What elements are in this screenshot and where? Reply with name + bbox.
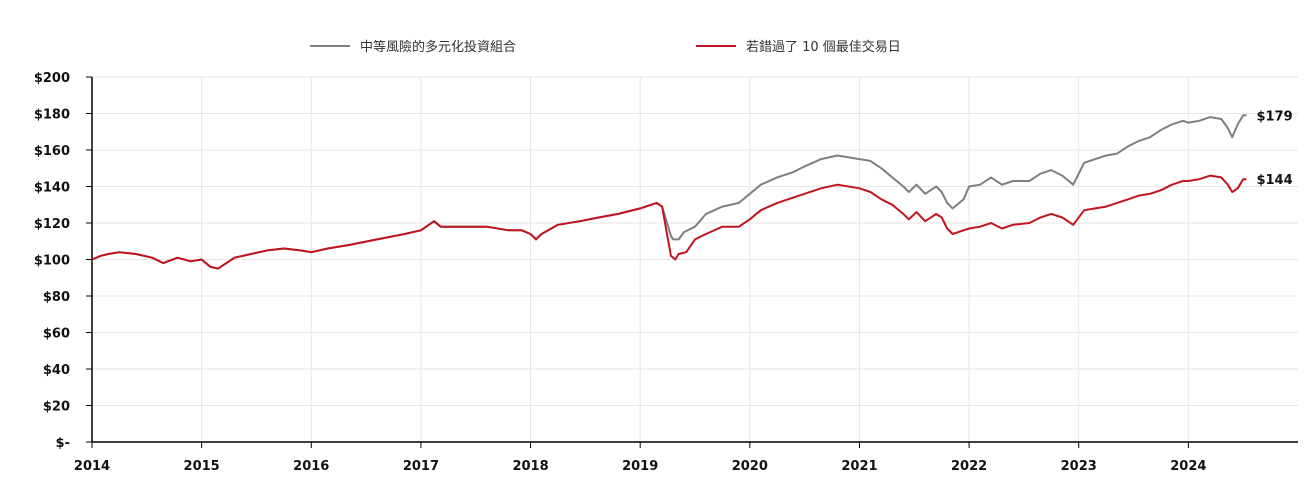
y-tick-label: $20 [43, 400, 70, 415]
x-tick-label: 2023 [1061, 459, 1097, 474]
legend-swatch-gray [310, 44, 350, 47]
y-tick-label: $160 [34, 144, 70, 159]
x-tick-label: 2019 [622, 459, 658, 474]
x-tick-label: 2017 [403, 459, 439, 474]
y-tick-label: $- [56, 436, 70, 451]
x-tick-label: 2024 [1170, 459, 1206, 474]
x-tick-label: 2015 [184, 459, 220, 474]
legend-item-diversified-portfolio: 中等風險的多元化投資組合 [310, 36, 516, 55]
x-tick-label: 2021 [841, 459, 877, 474]
y-tick-label: $80 [43, 290, 70, 305]
y-tick-label: $180 [34, 108, 70, 123]
y-tick-label: $60 [43, 327, 70, 342]
x-tick-label: 2018 [512, 459, 548, 474]
chart-legend: 中等風險的多元化投資組合 若錯過了 10 個最佳交易日 [0, 36, 1312, 58]
x-tick-label: 2014 [74, 459, 110, 474]
legend-label-missed-best-days: 若錯過了 10 個最佳交易日 [746, 40, 901, 55]
series-line-1 [91, 174, 1247, 270]
x-tick-label: 2022 [951, 459, 987, 474]
y-tick-label: $200 [34, 71, 70, 86]
y-tick-label: $100 [34, 254, 70, 269]
series-end-label-0: $179 [1256, 109, 1292, 124]
y-tick-label: $140 [34, 181, 70, 196]
series-end-label-1: $144 [1256, 173, 1292, 188]
y-tick-label: $40 [43, 363, 70, 378]
legend-item-missed-best-days: 若錯過了 10 個最佳交易日 [696, 36, 901, 55]
y-tick-label: $120 [34, 217, 70, 232]
x-tick-label: 2020 [732, 459, 768, 474]
x-tick-label: 2016 [293, 459, 329, 474]
legend-label-diversified-portfolio: 中等風險的多元化投資組合 [360, 40, 517, 55]
legend-swatch-red [696, 44, 736, 47]
